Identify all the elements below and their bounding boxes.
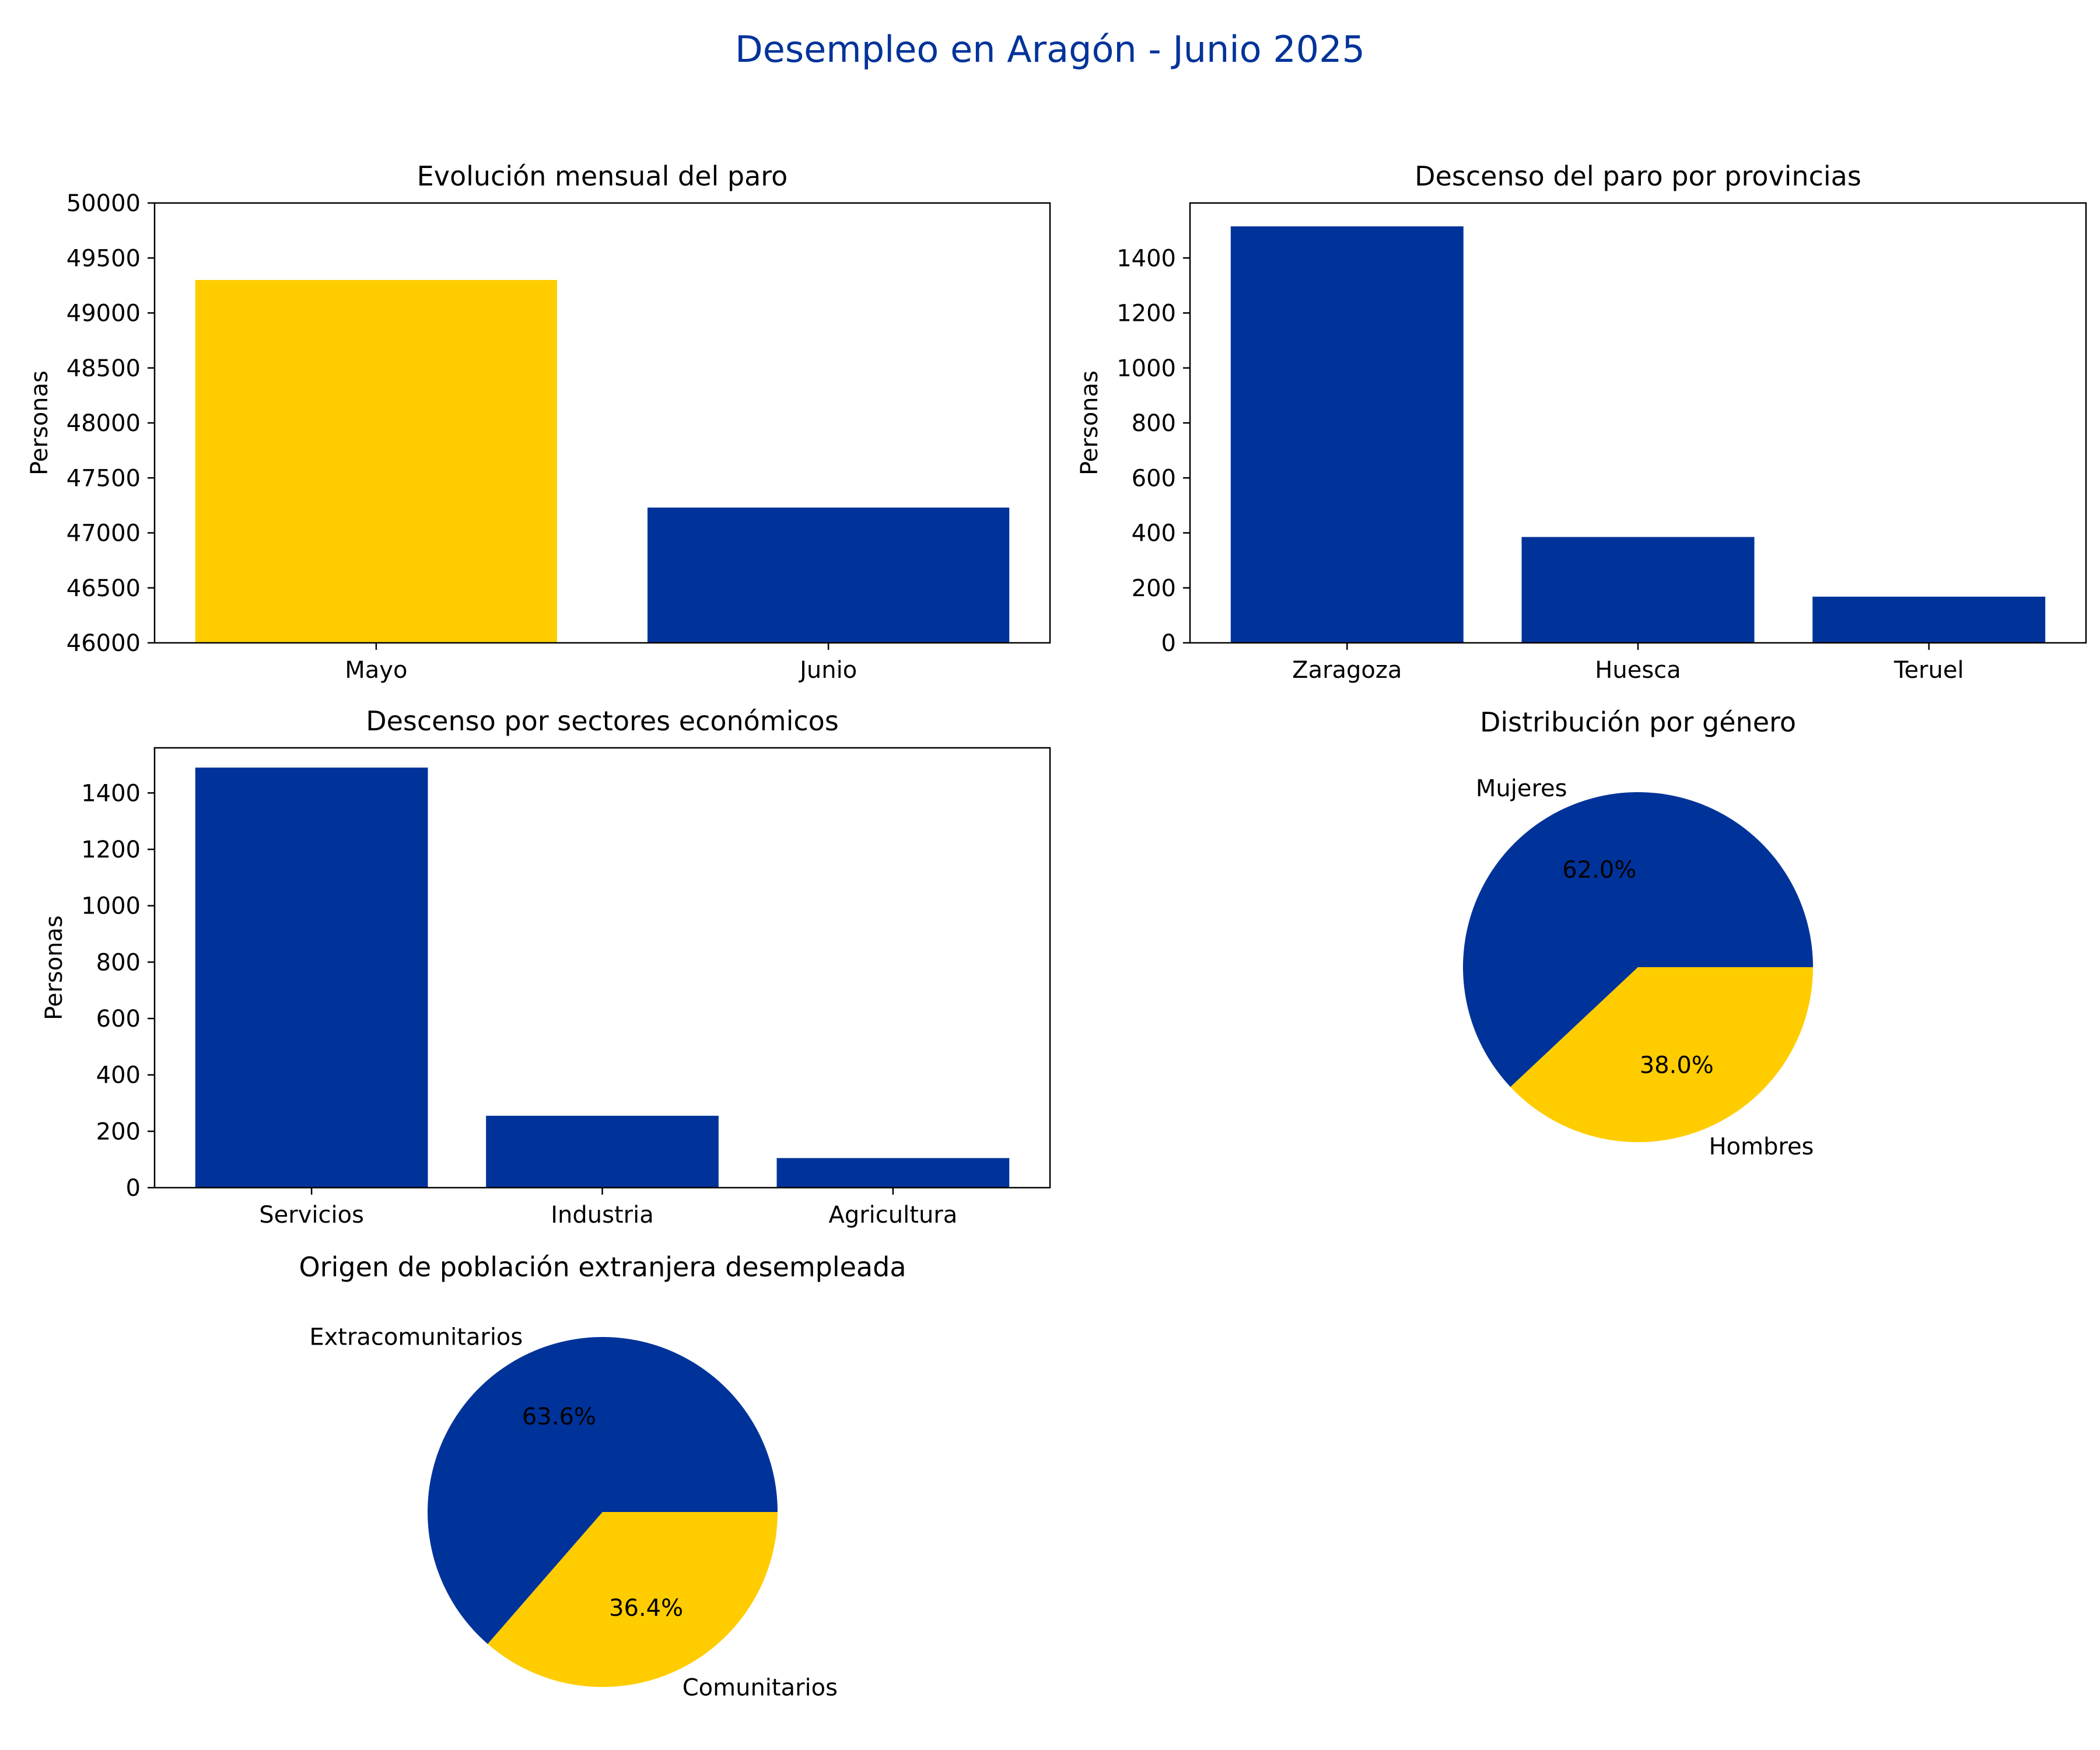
y-tick-label: 600 — [1132, 465, 1176, 492]
chart-title: Descenso por sectores económicos — [366, 705, 839, 737]
x-tick-label: Zaragoza — [1292, 657, 1402, 684]
x-tick-label: Teruel — [1894, 657, 1964, 684]
y-tick-label: 46500 — [66, 575, 141, 602]
y-tick-label: 49500 — [66, 245, 141, 272]
chart-title: Descenso del paro por provincias — [1415, 160, 1861, 192]
y-tick-label: 400 — [96, 1062, 141, 1089]
y-tick-label: 200 — [96, 1118, 141, 1145]
y-tick-label: 47500 — [66, 465, 141, 492]
y-axis-label: Personas — [41, 915, 68, 1020]
y-tick-label: 47000 — [66, 520, 141, 547]
pie-percent-label: 62.0% — [1562, 857, 1636, 884]
y-tick-label: 800 — [1132, 410, 1176, 437]
pie-percent-label: 63.6% — [522, 1404, 596, 1430]
y-tick-label: 50000 — [66, 190, 141, 217]
chart-monthly-evolution: Evolución mensual del paro Mayo Junio 46000… — [26, 160, 1051, 684]
y-tick-label: 800 — [96, 949, 141, 976]
y-tick-label: 1200 — [81, 836, 141, 863]
chart-title: Evolución mensual del paro — [417, 160, 788, 192]
chart-foreign-origin: Origen de población extranjera desemplea… — [299, 1251, 906, 1701]
y-tick-label: 48500 — [66, 355, 141, 382]
y-tick-label: 1200 — [1116, 300, 1176, 327]
axes-frame — [153, 747, 1051, 1189]
pie-label: Mujeres — [1476, 775, 1567, 802]
figure-title: Desempleo en Aragón - Junio 2025 — [735, 28, 1365, 71]
pie-slice-comunitarios — [488, 1512, 778, 1687]
chart-sector-decrease: Descenso por sectores económicos Servicio… — [41, 705, 1051, 1228]
chart-gender-distribution: Distribución por género Mujeres 62.0% Hombr… — [1463, 706, 1814, 1160]
chart-province-decrease: Descenso del paro por provincias Zaragoza… — [1076, 160, 2087, 684]
bar-huesca — [1521, 537, 1755, 643]
chart-title: Distribución por género — [1480, 706, 1796, 738]
x-tick-label: Mayo — [345, 657, 407, 684]
y-axis-label: Personas — [26, 370, 53, 475]
chart-title: Origen de población extranjera desemplea… — [299, 1251, 906, 1283]
y-tick-label: 0 — [126, 1175, 141, 1202]
x-tick-label: Servicios — [259, 1202, 364, 1228]
pie-slice-extracomunitarios — [428, 1337, 778, 1644]
axes-frame — [153, 202, 1051, 644]
y-tick-label: 1400 — [1116, 245, 1176, 272]
bar-zaragoza — [1230, 226, 1464, 643]
x-tick-label: Huesca — [1595, 657, 1681, 684]
y-tick-label: 200 — [1132, 575, 1176, 602]
x-tick-label: Industria — [551, 1202, 653, 1228]
bar-teruel — [1812, 596, 2046, 643]
x-tick-label: Junio — [798, 657, 857, 684]
y-tick-label: 0 — [1161, 630, 1176, 657]
y-axis-label: Personas — [1076, 370, 1103, 475]
pie-slice-mujeres — [1463, 792, 1813, 1087]
y-tick-label: 49000 — [66, 300, 141, 327]
bar-servicios — [195, 767, 428, 1188]
y-tick-label: 1000 — [1116, 355, 1176, 382]
pie-percent-label: 36.4% — [609, 1595, 683, 1622]
pie-label: Hombres — [1709, 1133, 1814, 1160]
bar-industria — [486, 1115, 719, 1188]
x-tick-label: Agricultura — [828, 1202, 957, 1228]
pie-slice-hombres — [1510, 967, 1813, 1143]
axes-frame — [1189, 202, 2087, 644]
pie-label: Extracomunitarios — [309, 1324, 523, 1351]
bar-junio — [648, 508, 1010, 643]
y-tick-label: 1000 — [81, 893, 141, 920]
y-tick-label: 1400 — [81, 780, 141, 807]
bar-agricultura — [776, 1158, 1010, 1188]
y-tick-label: 400 — [1132, 520, 1176, 547]
y-tick-label: 600 — [96, 1006, 141, 1032]
y-tick-label: 46000 — [66, 630, 141, 657]
pie-label: Comunitarios — [682, 1674, 838, 1701]
pie-percent-label: 38.0% — [1640, 1052, 1714, 1079]
bar-mayo — [195, 279, 557, 643]
y-tick-label: 48000 — [66, 410, 141, 437]
